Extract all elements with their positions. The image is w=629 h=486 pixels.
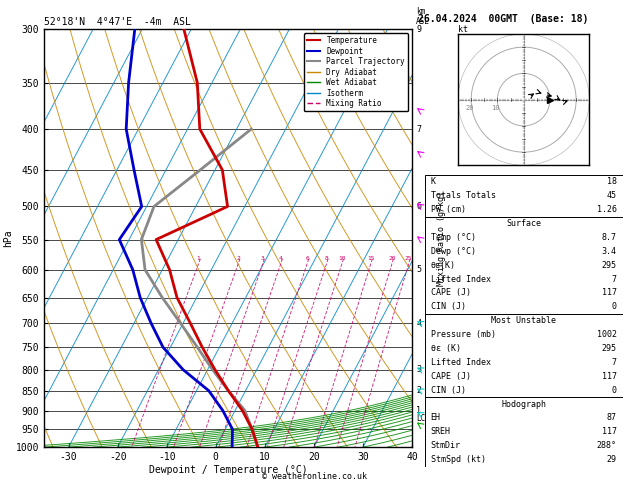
Text: 10: 10 <box>338 256 345 260</box>
Text: 10: 10 <box>491 105 500 111</box>
X-axis label: Dewpoint / Temperature (°C): Dewpoint / Temperature (°C) <box>148 465 308 475</box>
Text: 6: 6 <box>305 256 309 260</box>
Text: K: K <box>430 177 435 187</box>
Text: 45: 45 <box>607 191 617 200</box>
Text: 1002: 1002 <box>597 330 617 339</box>
Text: Lifted Index: Lifted Index <box>430 358 491 367</box>
Text: 7: 7 <box>612 358 617 367</box>
Text: kt: kt <box>458 25 468 34</box>
Text: Totals Totals: Totals Totals <box>430 191 496 200</box>
Text: θε (K): θε (K) <box>430 344 460 353</box>
Legend: Temperature, Dewpoint, Parcel Trajectory, Dry Adiabat, Wet Adiabat, Isotherm, Mi: Temperature, Dewpoint, Parcel Trajectory… <box>304 33 408 111</box>
Text: θε(K): θε(K) <box>430 260 455 270</box>
Text: 1: 1 <box>197 256 201 260</box>
Text: 117: 117 <box>602 372 617 381</box>
Text: Dewp (°C): Dewp (°C) <box>430 247 476 256</box>
Text: 4: 4 <box>279 256 282 260</box>
Text: 3: 3 <box>416 365 421 374</box>
Text: 3.4: 3.4 <box>602 247 617 256</box>
Text: CIN (J): CIN (J) <box>430 386 465 395</box>
Text: 8: 8 <box>325 256 328 260</box>
Text: 5: 5 <box>416 265 421 274</box>
Text: Pressure (mb): Pressure (mb) <box>430 330 496 339</box>
Text: 8.7: 8.7 <box>602 233 617 242</box>
Text: 4: 4 <box>416 319 421 328</box>
Text: Surface: Surface <box>506 219 541 228</box>
Text: 117: 117 <box>602 427 617 436</box>
Text: CIN (J): CIN (J) <box>430 302 465 312</box>
Text: Temp (°C): Temp (°C) <box>430 233 476 242</box>
Text: 15: 15 <box>367 256 374 260</box>
Text: Mixing Ratio (g/kg): Mixing Ratio (g/kg) <box>437 191 446 286</box>
Text: Lifted Index: Lifted Index <box>430 275 491 284</box>
Text: 295: 295 <box>602 260 617 270</box>
Text: 7: 7 <box>416 124 421 134</box>
Text: StmDir: StmDir <box>430 441 460 450</box>
Text: 2: 2 <box>237 256 240 260</box>
Text: Most Unstable: Most Unstable <box>491 316 556 325</box>
Text: CAPE (J): CAPE (J) <box>430 289 470 297</box>
Y-axis label: hPa: hPa <box>3 229 13 247</box>
Text: SREH: SREH <box>430 427 450 436</box>
Text: 52°18'N  4°47'E  -4m  ASL: 52°18'N 4°47'E -4m ASL <box>44 17 191 27</box>
Text: 25: 25 <box>405 256 413 260</box>
Text: 3: 3 <box>261 256 265 260</box>
Bar <box>425 217 623 314</box>
Bar <box>425 397 623 467</box>
Text: 295: 295 <box>602 344 617 353</box>
Text: 20: 20 <box>465 105 474 111</box>
Text: 26.04.2024  00GMT  (Base: 18): 26.04.2024 00GMT (Base: 18) <box>418 14 589 24</box>
Text: 7: 7 <box>612 275 617 284</box>
Text: 2: 2 <box>416 386 421 395</box>
Text: 0: 0 <box>612 302 617 312</box>
Text: 117: 117 <box>602 289 617 297</box>
Text: 20: 20 <box>388 256 396 260</box>
Text: 1.26: 1.26 <box>597 205 617 214</box>
Text: Hodograph: Hodograph <box>501 399 546 409</box>
Text: © weatheronline.co.uk: © weatheronline.co.uk <box>262 472 367 481</box>
Text: 288°: 288° <box>597 441 617 450</box>
Text: StmSpd (kt): StmSpd (kt) <box>430 455 486 464</box>
Text: 0: 0 <box>612 386 617 395</box>
Text: EH: EH <box>430 414 440 422</box>
Bar <box>425 314 623 397</box>
Text: 87: 87 <box>607 414 617 422</box>
Text: LCL: LCL <box>416 414 430 423</box>
Text: PW (cm): PW (cm) <box>430 205 465 214</box>
Text: km
ASL: km ASL <box>416 7 430 26</box>
Text: 1: 1 <box>416 406 421 415</box>
Text: 18: 18 <box>607 177 617 187</box>
Bar <box>425 175 623 217</box>
Text: 6: 6 <box>416 202 421 211</box>
Text: 9: 9 <box>416 25 421 34</box>
Text: 29: 29 <box>607 455 617 464</box>
Text: CAPE (J): CAPE (J) <box>430 372 470 381</box>
